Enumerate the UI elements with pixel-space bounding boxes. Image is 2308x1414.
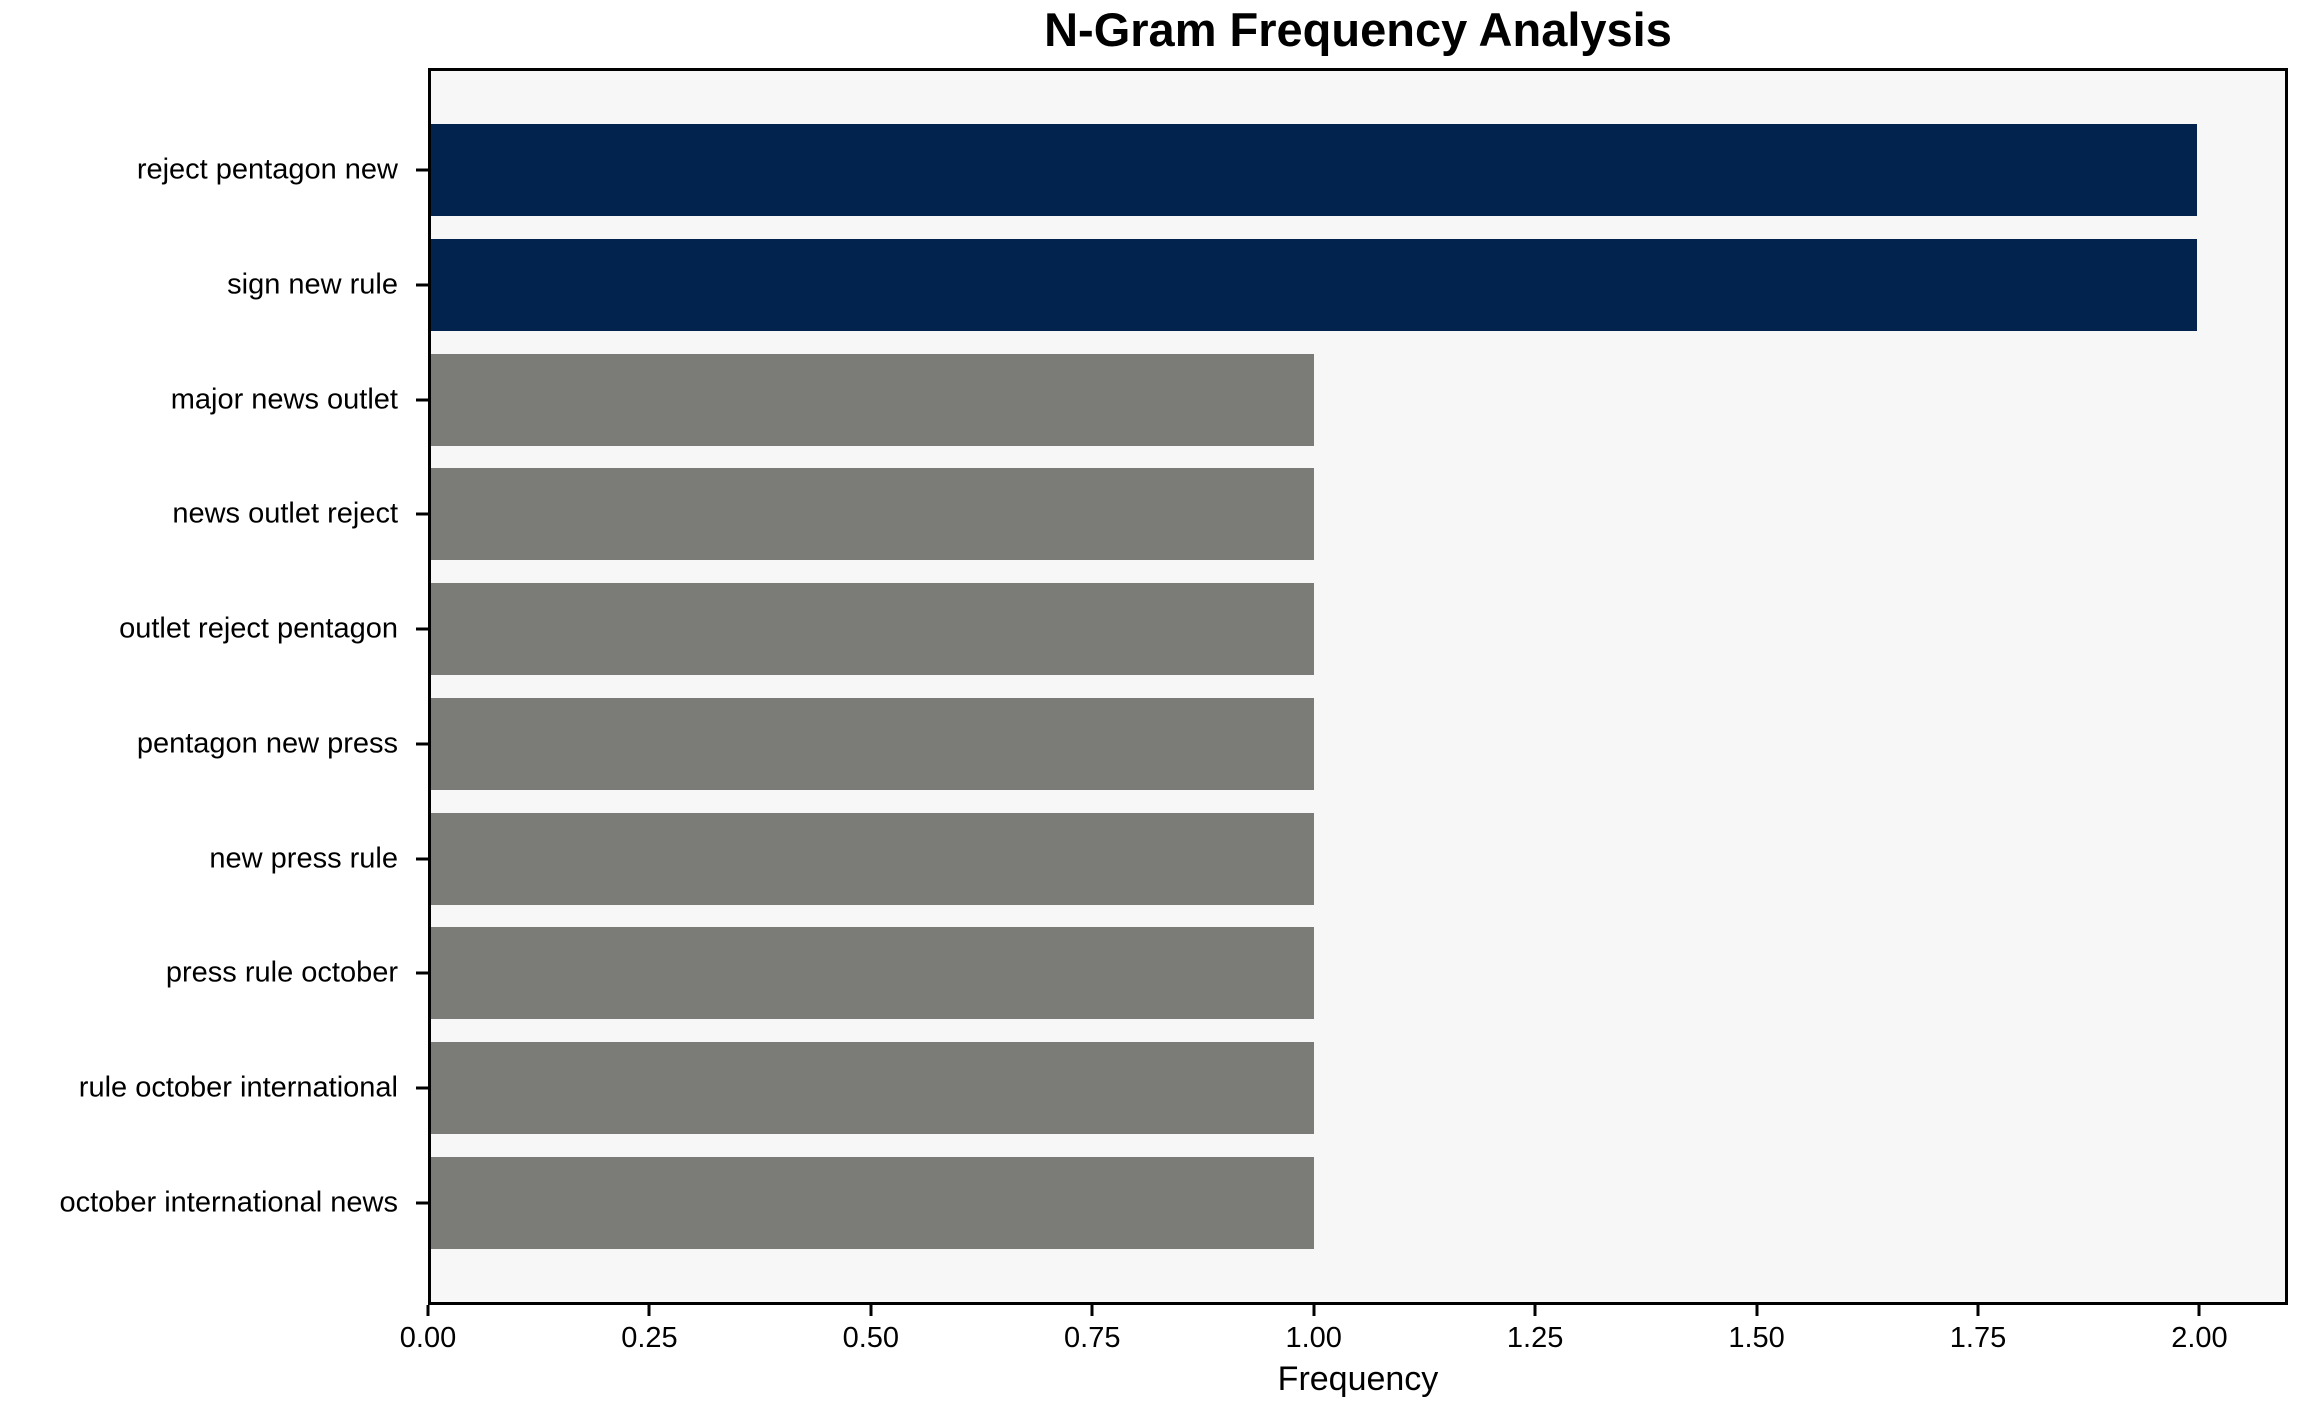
plot-area bbox=[428, 68, 2288, 1305]
x-tick-label: 0.00 bbox=[399, 1322, 457, 1354]
y-tick-mark bbox=[416, 168, 428, 172]
bar-outlet-reject-pentagon bbox=[431, 583, 1314, 676]
bar-pentagon-new-press bbox=[431, 697, 1314, 790]
x-tick-label: 1.75 bbox=[1949, 1322, 2007, 1354]
x-tick-label: 1.00 bbox=[1285, 1322, 1342, 1354]
x-tick-mark bbox=[2197, 1305, 2201, 1316]
x-tick-label: 0.25 bbox=[621, 1322, 678, 1354]
x-tick-mark bbox=[1312, 1305, 1316, 1316]
x-tick-mark bbox=[869, 1305, 873, 1316]
y-tick-mark bbox=[416, 398, 428, 402]
bar-rule-october-international bbox=[431, 1042, 1314, 1135]
bar-major-news-outlet bbox=[431, 353, 1314, 446]
x-tick-mark bbox=[426, 1305, 430, 1316]
y-tick-label: major news outlet bbox=[170, 383, 398, 416]
y-tick-mark bbox=[416, 1201, 428, 1205]
y-tick-label: press rule october bbox=[165, 956, 398, 989]
x-tick-label: 0.50 bbox=[842, 1322, 900, 1354]
y-tick-label: october international news bbox=[59, 1186, 398, 1219]
x-tick-label: 1.25 bbox=[1506, 1322, 1564, 1354]
y-tick-label: rule october international bbox=[78, 1071, 398, 1104]
x-tick-mark bbox=[1090, 1305, 1094, 1316]
x-tick-mark bbox=[647, 1305, 651, 1316]
bar-reject-pentagon-new bbox=[431, 124, 2197, 217]
y-tick-label: reject pentagon new bbox=[136, 153, 398, 186]
bar-news-outlet-reject bbox=[431, 468, 1314, 561]
x-tick-mark bbox=[1533, 1305, 1537, 1316]
x-tick-label: 2.00 bbox=[2171, 1322, 2228, 1354]
x-tick-mark bbox=[1755, 1305, 1759, 1316]
y-tick-mark bbox=[416, 512, 428, 516]
bar-october-international-news bbox=[431, 1156, 1314, 1249]
y-tick-mark bbox=[416, 283, 428, 287]
bar-new-press-rule bbox=[431, 812, 1314, 905]
y-tick-label: sign new rule bbox=[227, 268, 398, 301]
x-axis-title: Frequency bbox=[1277, 1360, 1439, 1398]
y-tick-label: outlet reject pentagon bbox=[119, 612, 398, 645]
y-tick-mark bbox=[416, 857, 428, 861]
y-tick-mark bbox=[416, 742, 428, 746]
x-tick-label: 1.50 bbox=[1728, 1322, 1785, 1354]
bar-press-rule-october bbox=[431, 927, 1314, 1020]
y-tick-mark bbox=[416, 1086, 428, 1090]
y-tick-mark bbox=[416, 627, 428, 631]
chart-title: N-Gram Frequency Analysis bbox=[1044, 3, 1672, 56]
y-tick-label: new press rule bbox=[209, 842, 398, 875]
x-tick-label: 0.75 bbox=[1064, 1322, 1121, 1354]
bar-sign-new-rule bbox=[431, 238, 2197, 331]
x-tick-mark bbox=[1976, 1305, 1980, 1316]
y-tick-label: pentagon new press bbox=[136, 727, 398, 760]
y-tick-mark bbox=[416, 971, 428, 975]
y-tick-label: news outlet reject bbox=[172, 497, 398, 530]
